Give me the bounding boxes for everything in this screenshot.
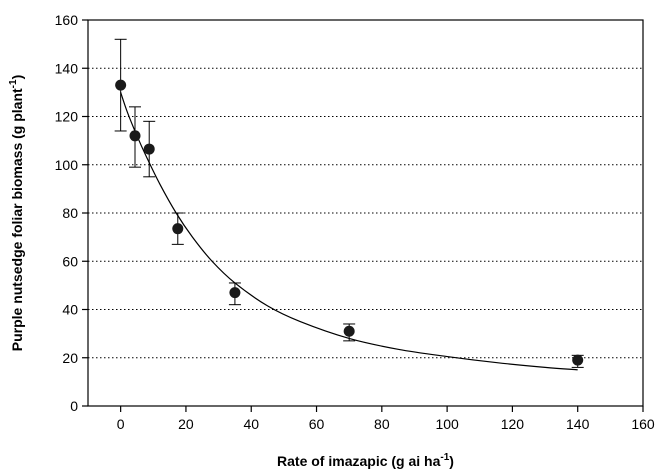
x-tick-label: 60 bbox=[309, 416, 325, 432]
error-bars bbox=[114, 38, 584, 368]
data-point bbox=[172, 223, 184, 235]
y-axis-title: Purple nutsedge foliar biomass (g plant-… bbox=[8, 75, 25, 352]
data-point bbox=[143, 143, 155, 155]
data-point bbox=[115, 79, 127, 91]
y-axis: 0 20 40 60 80 100 120 140 160 bbox=[55, 12, 88, 414]
x-tick-label: 120 bbox=[501, 416, 525, 432]
y-tick-label: 100 bbox=[55, 157, 79, 173]
data-point bbox=[229, 287, 241, 299]
x-tick-label: 160 bbox=[631, 416, 655, 432]
y-tick-label: 120 bbox=[55, 109, 79, 125]
x-tick-label: 80 bbox=[374, 416, 390, 432]
data-point bbox=[129, 130, 141, 142]
y-tick-label: 20 bbox=[62, 350, 78, 366]
data-point bbox=[343, 325, 355, 337]
x-tick-label: 40 bbox=[243, 416, 259, 432]
y-tick-label: 0 bbox=[70, 398, 78, 414]
data-points bbox=[115, 79, 584, 366]
x-tick-label: 20 bbox=[178, 416, 194, 432]
y-tick-label: 40 bbox=[62, 302, 78, 318]
x-axis: 0 20 40 60 80 100 120 140 160 bbox=[117, 406, 655, 432]
y-tick-label: 80 bbox=[62, 205, 78, 221]
x-axis-title: Rate of imazapic (g ai ha-1) bbox=[277, 452, 454, 469]
grid-lines bbox=[88, 67, 643, 359]
y-tick-label: 60 bbox=[62, 253, 78, 269]
x-tick-label: 100 bbox=[435, 416, 459, 432]
y-tick-label: 160 bbox=[55, 12, 79, 28]
data-point bbox=[572, 354, 584, 366]
y-tick-label: 140 bbox=[55, 60, 79, 76]
x-tick-label: 140 bbox=[566, 416, 590, 432]
x-tick-label: 0 bbox=[117, 416, 125, 432]
